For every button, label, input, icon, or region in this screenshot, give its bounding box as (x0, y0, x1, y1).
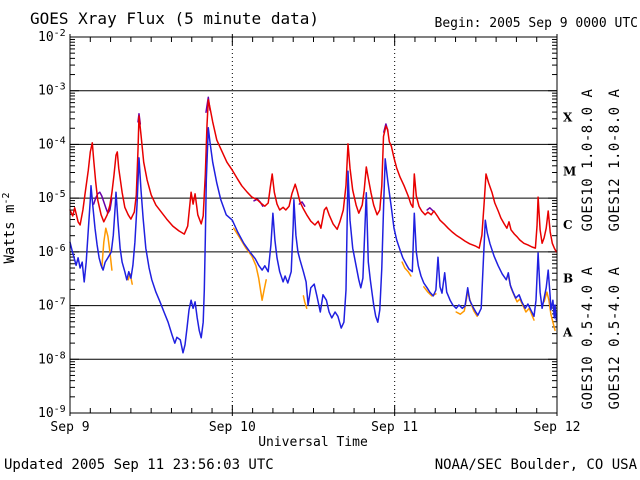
series-goes10-0-5-4-0-a (232, 227, 267, 301)
x-tick-label: Sep 9 (50, 420, 89, 435)
begin-timestamp: Begin: 2005 Sep 9 0000 UTC (435, 16, 639, 31)
legend-label: GOES12 1.0-8.0 A (607, 88, 623, 231)
series-goes10-0-5-4-0-a (401, 261, 412, 277)
y-tick-label: 10-7 (38, 297, 66, 314)
series-goes10-0-5-4-0-a (302, 295, 308, 310)
y-axis-label: Watts m-2 (1, 192, 18, 263)
y-tick-label: 10-4 (38, 135, 66, 152)
y-tick-label: 10-3 (38, 82, 66, 99)
series-goes10-0-5-4-0-a (101, 227, 113, 271)
y-tick-label: 10-9 (38, 404, 66, 421)
series-goes10-0-5-4-0-a (543, 291, 556, 332)
y-tick-label: 10-2 (38, 28, 66, 45)
plot-border (69, 36, 558, 414)
flare-class-label: B (563, 272, 573, 286)
updated-timestamp: Updated 2005 Sep 11 23:56:03 UTC (4, 457, 274, 473)
legend-label: GOES12 0.5-4.0 A (607, 266, 623, 409)
x-tick-label: Sep 11 (371, 420, 418, 435)
x-tick-label: Sep 12 (534, 420, 581, 435)
flare-class-label: X (563, 111, 573, 125)
chart-title: GOES Xray Flux (5 minute data) (30, 9, 319, 28)
legend-label: GOES10 1.0-8.0 A (580, 88, 596, 231)
series-goes10-1-0-8-0-a (426, 207, 434, 212)
x-tick-label: Sep 10 (209, 420, 256, 435)
source-credit: NOAA/SEC Boulder, CO USA (435, 457, 638, 473)
x-axis-label: Universal Time (258, 435, 368, 450)
y-tick-label: 10-6 (38, 243, 66, 260)
flare-class-label: M (563, 164, 576, 178)
legend-label: GOES10 0.5-4.0 A (580, 266, 596, 409)
flare-class-label: A (562, 325, 573, 339)
y-tick-label: 10-5 (38, 189, 66, 206)
series-goes12-1-0-8-0-a (69, 99, 558, 253)
flare-class-label: C (563, 218, 573, 232)
series-goes12-0-5-4-0-a (69, 127, 558, 354)
y-tick-label: 10-8 (38, 350, 66, 367)
